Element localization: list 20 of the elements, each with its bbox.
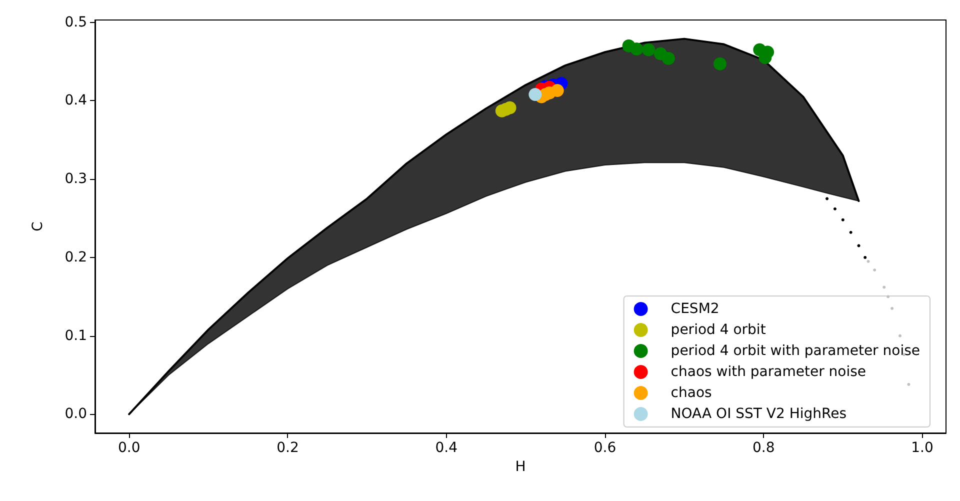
y-axis-title: C [30,221,46,232]
x-tick-label: 0.0 [118,440,140,456]
y-tick-label: 0.5 [64,14,87,30]
legend-label: period 4 orbit [670,322,766,338]
legend-label: chaos with parameter noise [670,364,866,380]
x-tick-label: 0.4 [435,440,458,456]
legend-label: CESM2 [670,301,720,317]
y-tick-label: 0.1 [64,328,87,344]
legend-label: NOAA OI SST V2 HighRes [670,406,847,422]
x-tick-label: 0.6 [594,440,616,456]
x-axis-title: H [515,458,526,475]
x-tick-label: 0.2 [276,440,299,456]
y-tick-label: 0.4 [64,92,88,109]
x-tick-label: 0.8 [752,440,775,456]
y-tick-label: 0.2 [64,249,87,266]
legend-label: period 4 orbit with parameter noise [670,343,920,359]
x-tick-label: 1.0 [911,440,934,456]
y-tick-label: 0.0 [64,406,87,422]
y-tick-label: 0.3 [64,171,87,188]
legend-label: chaos [670,385,712,401]
